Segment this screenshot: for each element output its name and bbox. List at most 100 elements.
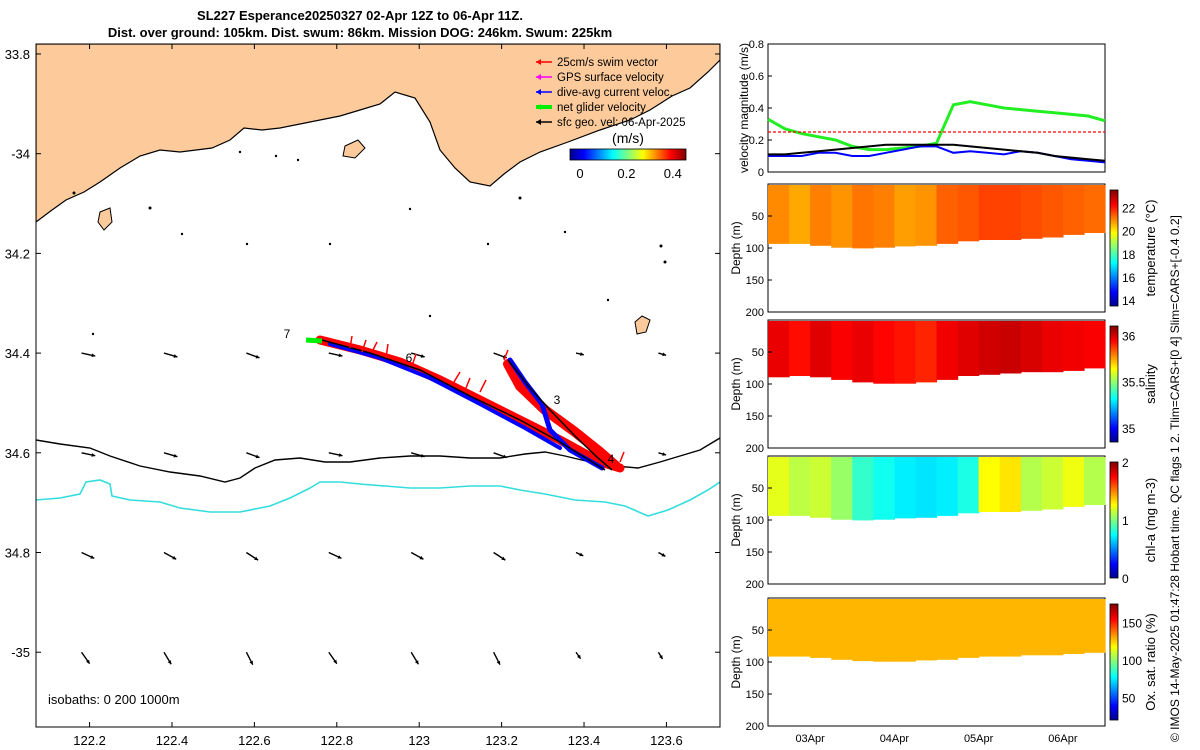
velocity-ytick-label: 0.4 [749, 103, 764, 115]
section-cell [915, 321, 938, 383]
section-ytick-label: 150 [746, 275, 764, 287]
section-ytick-label: 100 [746, 243, 764, 255]
section-cell [789, 599, 811, 657]
day-markers: 7 6 3 4 [284, 327, 615, 466]
velocity-ytick-label: 0 [758, 167, 764, 179]
geo-arrowhead [173, 354, 178, 358]
section-cell [894, 321, 917, 384]
day-marker-label: 4 [608, 452, 615, 466]
colorbar-tick-label: 0 [576, 166, 583, 181]
section-cell [894, 599, 917, 662]
map-axes: 122.2 122.4 122.6 122.8 123 123.2 123.4 123.633… [5, 44, 720, 748]
section-cell [1083, 321, 1106, 369]
section-cell [1041, 321, 1064, 373]
geo-arrowhead [502, 454, 507, 459]
section-ytick-label: 50 [752, 347, 764, 359]
geo-arrowhead [577, 654, 581, 659]
colorbar-tick-label: 0.4 [664, 166, 682, 181]
island-west [97, 207, 113, 231]
section-cell [999, 185, 1022, 240]
section-ylabel: Depth (m) [729, 493, 743, 546]
time-tick-label: 04Apr [880, 733, 910, 745]
map-ytick-label: 34.4 [5, 346, 30, 361]
section-cell [1020, 185, 1043, 239]
section-cell [936, 457, 959, 516]
map-xtick-label: 122.2 [73, 733, 106, 748]
legend-arrowhead [536, 119, 541, 125]
section-ytick-label: 150 [746, 547, 764, 559]
section-cell [1062, 321, 1085, 371]
velocity-axis: 0 0.2 0.4 0.6 0.8 [749, 39, 772, 179]
section-cell [1020, 457, 1043, 511]
geostrophic-arrows [80, 352, 667, 666]
section-colorbar [1109, 189, 1119, 307]
geo-arrowhead [420, 354, 425, 358]
day-marker-label: 3 [554, 393, 561, 407]
swim-vector-ticks [349, 335, 625, 463]
section-ytick-label: 100 [746, 379, 764, 391]
section-ytick-label: 100 [746, 515, 764, 527]
section-colorbar-tick: 50 [1122, 692, 1136, 706]
legend-label: net glider velocity [557, 102, 646, 114]
section-cell [978, 321, 1001, 375]
map-xtick-label: 123.6 [650, 733, 683, 748]
section-cell [1020, 321, 1043, 373]
section-cell [768, 321, 790, 378]
section-cell [810, 457, 832, 518]
colorbar-title: (m/s) [612, 130, 644, 146]
velocity-series [767, 100, 1106, 164]
geo-arrowhead [90, 555, 95, 559]
section-colorbar [1109, 325, 1119, 443]
section-cell [894, 457, 917, 519]
section-cell [852, 185, 874, 249]
section-cell [768, 457, 790, 516]
time-axis: 03Apr 04Apr 05Apr 06Apr [795, 733, 1077, 745]
section-ylabel: Depth (m) [729, 635, 743, 688]
section-cell [873, 457, 895, 520]
section-salinity: 50 100 150 200 Depth (m) 35 35.5 36 salinity [729, 319, 1158, 455]
section-ytick-label: 150 [746, 411, 764, 423]
legend-label: dive-avg current veloc. [557, 87, 673, 99]
map-xtick-label: 122.6 [238, 733, 271, 748]
map-xtick-label: 123.2 [485, 733, 518, 748]
velocity-line [767, 100, 1106, 152]
map-frame [35, 43, 721, 728]
section-cell [915, 599, 938, 661]
section-cell [915, 457, 938, 518]
section-colorbar-tick: 18 [1122, 248, 1136, 262]
section-colorbar-label: chl-a (mg m-3) [1143, 478, 1158, 563]
current-vectors-blue-2 [328, 342, 562, 450]
geo-arrowhead [662, 352, 667, 357]
section-colorbar-tick: 150 [1122, 617, 1142, 631]
geo-arrowhead [661, 553, 666, 557]
section-cell [789, 457, 811, 516]
section-cell [810, 321, 832, 378]
geo-arrowhead [173, 453, 178, 458]
section-colorbar [1109, 603, 1119, 721]
map-ytick-label: 34.2 [5, 246, 30, 261]
section-ytick-label: 50 [752, 211, 764, 223]
legend-arrowhead [536, 104, 541, 110]
section-cell [873, 321, 895, 384]
glider-track [305, 335, 625, 473]
section-colorbar-tick: 22 [1122, 201, 1136, 215]
velocity-ytick-label: 0.8 [749, 39, 764, 51]
velocity-ytick-label: 0.2 [749, 135, 764, 147]
map-xtick-label: 123 [408, 733, 430, 748]
plot-title-line1: SL227 Esperance20250327 02-Apr 12Z to 06… [197, 8, 523, 23]
section-cell [831, 599, 853, 660]
geo-arrowhead [414, 660, 419, 665]
legend-arrowhead [536, 89, 541, 95]
day-marker-label: 6 [406, 351, 413, 365]
section-cell [894, 185, 917, 247]
time-tick-label: 05Apr [964, 733, 994, 745]
island-middle [342, 139, 366, 159]
geo-arrowhead [167, 660, 172, 665]
section-cell [957, 599, 980, 658]
section-cell [978, 185, 1001, 240]
legend-label: sfc geo. vel: 06-Apr-2025 [557, 117, 686, 129]
section-cell [1041, 457, 1064, 510]
map-legend: 25cm/s swim vector GPS surface velocity di… [536, 57, 686, 129]
